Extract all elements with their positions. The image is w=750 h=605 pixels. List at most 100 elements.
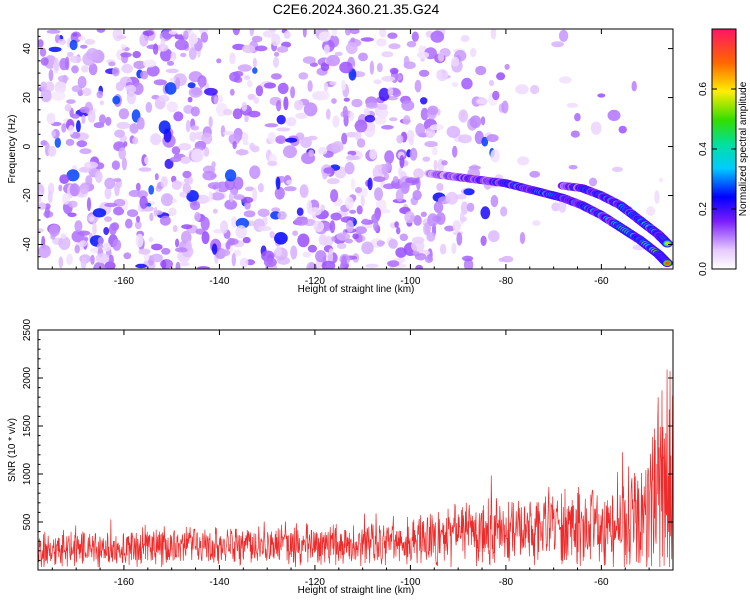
heatmap-track-layer (424, 169, 673, 268)
heatmap-noise-blob (529, 170, 541, 178)
heatmap-noise-blob (392, 89, 402, 97)
heatmap-noise-blob (371, 213, 380, 223)
heatmap-noise-blob (109, 223, 117, 236)
heatmap-noise-blob (376, 62, 383, 73)
heatmap-noise-blob (61, 123, 67, 133)
heatmap-noise-blob (286, 179, 292, 185)
heatmap-noise-blob (97, 243, 104, 250)
heatmap-noise-blob (232, 108, 243, 120)
heatmap-noise-blob (254, 45, 268, 52)
heatmap-noise-blob (154, 173, 159, 181)
heatmap-noise-blob (346, 220, 354, 233)
heatmap-noise-blob (452, 220, 462, 232)
heatmap-noise-blob (275, 246, 282, 257)
heatmap-noise-blob (192, 201, 197, 206)
heatmap-noise-blob (77, 76, 87, 89)
heatmap-noise-blob (264, 82, 276, 89)
heatmap-noise-blob (388, 238, 398, 249)
heatmap-noise-blob (492, 90, 500, 101)
heatmap-noise-blob (568, 165, 578, 170)
heatmap-x-tick-label: -120 (305, 276, 325, 287)
heatmap-noise-blob (501, 100, 509, 114)
heatmap-noise-blob (420, 107, 429, 121)
heatmap-noise-blob (180, 52, 187, 58)
heatmap-noise-blob (146, 65, 160, 77)
heatmap-noise-blob (389, 117, 398, 122)
heatmap-noise-blob (404, 211, 415, 224)
snr-x-ticks: -160 -140 -120 -100 -80 -60 (51, 330, 674, 588)
heatmap-noise-blob (385, 162, 391, 172)
heatmap-noise-blob (187, 96, 193, 103)
heatmap-noise-blob (444, 225, 455, 232)
heatmap-noise-blob (469, 47, 477, 58)
heatmap-noise-blob (134, 220, 142, 230)
heatmap-noise-blob (67, 212, 77, 218)
heatmap-noise-blob (466, 202, 475, 212)
heatmap-noise-blob (420, 211, 427, 217)
heatmap-noise-blob (242, 236, 251, 244)
heatmap-noise-blob (85, 175, 93, 186)
heatmap-noise-blob (81, 114, 86, 125)
heatmap-noise-blob (490, 195, 499, 208)
heatmap-noise-blob (332, 115, 340, 128)
heatmap-noise-blob (263, 257, 277, 268)
heatmap-noise-blob (251, 35, 263, 43)
heatmap-noise-blob (365, 102, 379, 109)
heatmap-noise-blob (66, 253, 73, 265)
heatmap-noise-blob (211, 161, 216, 169)
heatmap-noise-blob (276, 114, 286, 125)
heatmap-noise-blob (138, 167, 152, 172)
heatmap-noise-blob (377, 103, 388, 110)
heatmap-noise-blob (334, 51, 343, 57)
heatmap-noise-blob (500, 206, 508, 217)
heatmap-noise-blob (396, 226, 401, 235)
heatmap-noise-blob (341, 255, 347, 269)
heatmap-noise-blob (297, 233, 310, 248)
colorbar: 0.0 0.2 0.4 0.6 Normalized spectral amplitu… (698, 28, 749, 276)
snr-y-ticks: 500 1000 1500 2000 2500 (22, 318, 673, 571)
heatmap-noise-blob (412, 236, 425, 244)
heatmap-noise-blob (356, 205, 363, 215)
heatmap-noise-blob (437, 52, 445, 62)
heatmap-noise-blob (436, 183, 444, 191)
heatmap-noise-blob (504, 63, 510, 70)
heatmap-noise-blob (326, 108, 331, 120)
heatmap-noise-blob (142, 30, 154, 36)
heatmap-noise-blob (208, 116, 213, 128)
heatmap-noise-blob (277, 82, 289, 95)
heatmap-noise-blob (160, 193, 174, 207)
heatmap-noise-blob (212, 208, 218, 214)
heatmap-noise-blob (481, 136, 489, 147)
heatmap-noise-blob (40, 89, 52, 103)
heatmap-noise-blob (490, 29, 497, 40)
heatmap-noise-blob (349, 111, 355, 122)
heatmap-noise-blob (125, 218, 133, 229)
heatmap-noise-blob (150, 133, 162, 146)
heatmap-noise-blob (182, 182, 192, 194)
heatmap-noise-blob (80, 44, 88, 49)
heatmap-panel: -160 -140 -120 -100 -80 -60 -40 -20 0 20 40 Heigh… (7, 28, 674, 295)
heatmap-noise-blob (139, 195, 148, 209)
heatmap-noise-blob (274, 186, 285, 200)
heatmap-noise-blob (430, 30, 445, 43)
heatmap-noise-blob (233, 249, 242, 257)
heatmap-noise-blob (148, 236, 154, 243)
heatmap-noise-blob (171, 146, 181, 155)
heatmap-noise-blob (229, 71, 241, 82)
heatmap-noise-blob (398, 167, 403, 178)
heatmap-noise-blob (172, 198, 177, 203)
heatmap-noise-blob (388, 43, 401, 50)
heatmap-noise-blob (408, 137, 414, 146)
heatmap-noise-blob (255, 85, 264, 97)
heatmap-noise-blob (120, 52, 132, 58)
heatmap-noise-blob (530, 84, 540, 95)
heatmap-noise-blob (320, 62, 330, 72)
heatmap-noise-blob (103, 227, 110, 235)
heatmap-noise-blob (275, 135, 287, 145)
heatmap-noise-blob (420, 97, 428, 105)
snr-x-tick-label: -120 (305, 577, 325, 588)
heatmap-noise-blob (283, 96, 289, 111)
heatmap-noise-blob (247, 80, 253, 88)
heatmap-noise-blob (294, 217, 308, 226)
heatmap-noise-blob (392, 176, 399, 183)
